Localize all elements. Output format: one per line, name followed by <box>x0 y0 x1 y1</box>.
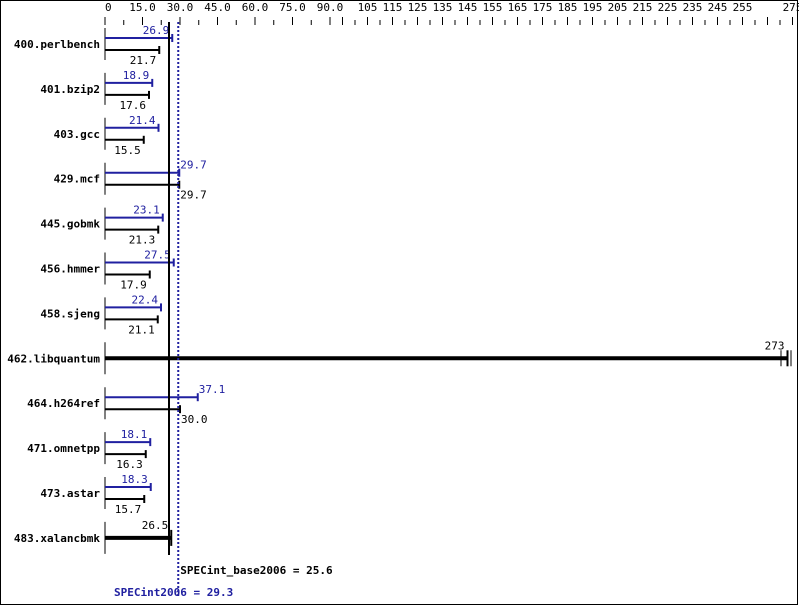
base-value-label: 273 <box>765 339 785 352</box>
peak-value-label: 29.7 <box>180 159 207 172</box>
base-value-label: 21.3 <box>129 234 156 247</box>
peak-value-label: 18.1 <box>121 428 148 441</box>
benchmark-label: 429.mcf <box>54 173 100 186</box>
benchmark-label: 483.xalancbmk <box>14 532 100 545</box>
x-tick-label: 115 <box>383 1 403 14</box>
benchmark-label: 400.perlbench <box>14 38 100 51</box>
peak-mean-label: SPECint2006 = 29.3 <box>114 586 233 599</box>
peak-value-label: 21.4 <box>129 114 156 127</box>
x-tick-label: 235 <box>683 1 703 14</box>
x-tick-label: 0 <box>105 1 112 14</box>
x-tick-label: 125 <box>408 1 428 14</box>
x-tick-label: 135 <box>433 1 453 14</box>
peak-value-label: 18.3 <box>121 473 148 486</box>
x-tick-label: 105 <box>358 1 378 14</box>
base-value-label: 30.0 <box>181 413 208 426</box>
benchmark-label: 403.gcc <box>54 128 100 141</box>
benchmark-label: 456.hmmer <box>40 263 100 276</box>
x-tick-label: 225 <box>658 1 678 14</box>
base-value-label: 21.7 <box>130 54 157 67</box>
peak-value-label: 23.1 <box>133 204 160 217</box>
benchmark-label: 464.h264ref <box>27 397 100 410</box>
x-tick-label: 215 <box>633 1 653 14</box>
x-tick-label: 175 <box>533 1 553 14</box>
base-mean-label: SPECint_base2006 = 25.6 <box>180 564 333 577</box>
benchmark-label: 401.bzip2 <box>40 83 100 96</box>
x-tick-label: 255 <box>733 1 753 14</box>
base-value-label: 16.3 <box>116 458 143 471</box>
benchmark-label: 445.gobmk <box>40 218 100 231</box>
base-value-label: 29.7 <box>180 189 207 202</box>
base-value-label: 17.6 <box>120 99 147 112</box>
x-tick-label: 145 <box>458 1 478 14</box>
base-value-label: 15.5 <box>114 144 141 157</box>
base-value-label: 21.1 <box>128 323 155 336</box>
benchmark-label: 458.sjeng <box>40 307 100 320</box>
base-value-label: 26.5 <box>142 519 169 532</box>
benchmark-label: 471.omnetpp <box>27 442 100 455</box>
benchmark-label: 473.astar <box>40 487 100 500</box>
x-tick-label: 15.0 <box>129 1 156 14</box>
benchmark-label: 462.libquantum <box>7 352 100 365</box>
x-tick-label: 45.0 <box>204 1 231 14</box>
x-tick-label: 90.0 <box>317 1 344 14</box>
peak-value-label: 18.9 <box>123 69 150 82</box>
x-tick-label: 165 <box>508 1 528 14</box>
peak-value-label: 27.5 <box>144 249 171 262</box>
peak-value-label: 22.4 <box>132 293 159 306</box>
x-tick-label: 75.0 <box>279 1 306 14</box>
x-tick-label: 60.0 <box>242 1 269 14</box>
x-tick-label: 30.0 <box>167 1 194 14</box>
x-tick-label: 275 <box>783 1 799 14</box>
peak-value-label: 37.1 <box>199 383 226 396</box>
x-tick-label: 185 <box>558 1 578 14</box>
peak-value-label: 26.9 <box>143 24 170 37</box>
x-tick-label: 195 <box>583 1 603 14</box>
x-tick-label: 155 <box>483 1 503 14</box>
x-tick-label: 245 <box>708 1 728 14</box>
base-value-label: 17.9 <box>120 279 147 292</box>
x-tick-label: 205 <box>608 1 628 14</box>
base-value-label: 15.7 <box>115 503 142 516</box>
